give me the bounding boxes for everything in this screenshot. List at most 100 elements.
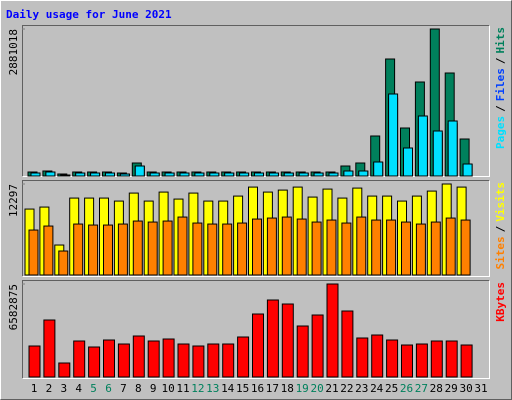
bar (162, 220, 173, 276)
x-tick-label: 14 (221, 382, 235, 395)
bar (371, 219, 382, 276)
bar (401, 221, 411, 276)
x-tick-label: 21 (325, 382, 338, 395)
legend-entry: Visits (494, 182, 507, 222)
bar (177, 216, 188, 276)
bar (460, 344, 473, 378)
bar (134, 165, 145, 177)
bar (311, 221, 322, 276)
bar (311, 314, 324, 378)
bar (88, 346, 101, 378)
bar (177, 343, 190, 378)
bar (132, 220, 143, 276)
x-tick-label: 29 (445, 382, 458, 395)
x-tick-label: 12 (191, 382, 204, 395)
bar (445, 217, 456, 276)
bar (252, 218, 262, 276)
x-tick-label: 18 (281, 382, 294, 395)
x-tick-label: 2 (46, 382, 53, 395)
bar (43, 225, 54, 276)
bar (296, 218, 307, 276)
x-tick-label: 10 (161, 382, 174, 395)
bar (58, 250, 69, 276)
bar (192, 345, 205, 378)
bar (296, 325, 309, 378)
bar (60, 174, 71, 177)
bar (326, 283, 339, 378)
frame (22, 280, 490, 379)
bar (73, 340, 86, 378)
bar (237, 222, 248, 276)
y-tick-label: 2881018 (7, 29, 20, 75)
bar (43, 319, 56, 378)
x-tick-label: 6 (105, 382, 112, 395)
x-tick-label: 27 (415, 382, 428, 395)
legend-entry: Pages (494, 116, 507, 149)
x-tick-label: 16 (251, 382, 264, 395)
bar (356, 216, 367, 276)
bar (358, 170, 369, 177)
bar (90, 172, 101, 177)
x-tick-label: 24 (370, 382, 384, 395)
x-tick-label: 23 (355, 382, 368, 395)
x-tick-label: 9 (150, 382, 157, 395)
bar (281, 216, 292, 276)
bar (119, 173, 130, 177)
x-tick-label: 25 (385, 382, 398, 395)
bar (30, 172, 41, 177)
x-tick-label: 20 (310, 382, 323, 395)
bar (164, 172, 175, 177)
frame (22, 280, 490, 379)
x-tick-label: 30 (459, 382, 472, 395)
bar (401, 344, 413, 378)
bar (281, 303, 294, 378)
legend-entry: Sites (494, 236, 507, 269)
frame (22, 25, 490, 177)
bar (192, 222, 203, 276)
bar (88, 224, 99, 276)
bar (313, 172, 324, 177)
bar (209, 172, 220, 177)
bar (207, 343, 220, 378)
bar (132, 335, 145, 378)
bar (460, 219, 471, 276)
x-tick-label: 1 (31, 382, 38, 395)
x-tick-label: 13 (206, 382, 219, 395)
bar (445, 340, 458, 378)
bar (237, 336, 250, 378)
bar (343, 170, 354, 177)
bar (268, 172, 279, 177)
legend: KBytes (494, 282, 507, 322)
bar (58, 362, 71, 378)
bar (147, 340, 160, 378)
bar (194, 172, 205, 177)
y-tick-label: 6582875 (7, 284, 20, 330)
x-tick-label: 4 (75, 382, 82, 395)
bar (207, 223, 218, 276)
bar (73, 223, 84, 276)
bar (254, 172, 264, 177)
y-tick-label: 12297 (7, 184, 20, 217)
x-tick-label: 3 (60, 382, 67, 395)
bar (415, 223, 426, 276)
bar (341, 222, 352, 276)
bar (75, 172, 86, 177)
bar (417, 115, 428, 177)
frame (22, 180, 490, 277)
legend-entry: KBytes (494, 282, 507, 322)
bar (28, 229, 39, 276)
legend-entry: Files (494, 68, 507, 101)
x-tick-label: 31 (474, 382, 487, 395)
bar (415, 343, 428, 378)
frame (22, 25, 490, 177)
bar (326, 219, 337, 276)
bar (432, 130, 443, 177)
bar (266, 299, 279, 378)
bar (149, 172, 160, 177)
bar (179, 172, 190, 177)
legend-separator: / (494, 225, 507, 232)
bar (252, 313, 264, 378)
bar (266, 217, 277, 276)
